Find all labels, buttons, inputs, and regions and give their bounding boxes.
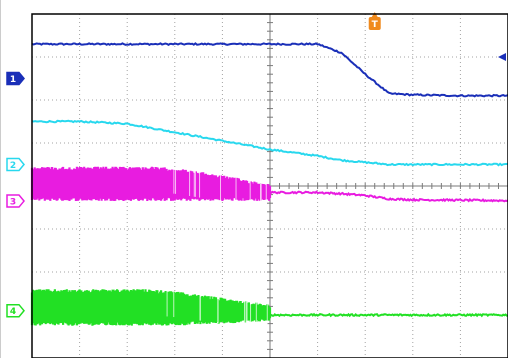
plot-frame: [31, 13, 508, 358]
channel-marker-shape: [6, 157, 25, 172]
trigger-marker-label: T: [372, 20, 379, 30]
trace-channel-2: [31, 119, 508, 167]
channel-marker-2: 2: [6, 157, 25, 172]
channel-marker-shape: [6, 194, 25, 208]
channel-marker-label: 4: [10, 307, 16, 317]
traces: [30, 42, 508, 330]
channel-marker-3: 3: [6, 194, 25, 208]
channel-marker-label: 3: [10, 198, 16, 208]
channel-marker-label: 2: [10, 161, 16, 171]
trace-line: [31, 42, 508, 98]
channel-marker-1: 1: [6, 71, 25, 86]
channel-markers: 1 2 3 4 T: [6, 12, 506, 318]
trace-channel-3: [30, 166, 508, 209]
trace-channel-1: [31, 42, 508, 98]
channel-marker-shape: [6, 71, 25, 86]
trace-line: [269, 312, 508, 318]
trigger-level-arrow: [498, 53, 506, 61]
trace-line: [31, 119, 508, 167]
channel-marker-4: 4: [6, 303, 25, 318]
trigger-marker-box: [368, 17, 381, 30]
trace-line: [269, 190, 508, 203]
channel-marker-shape: [6, 303, 25, 318]
channel-marker-label: 1: [10, 75, 16, 85]
